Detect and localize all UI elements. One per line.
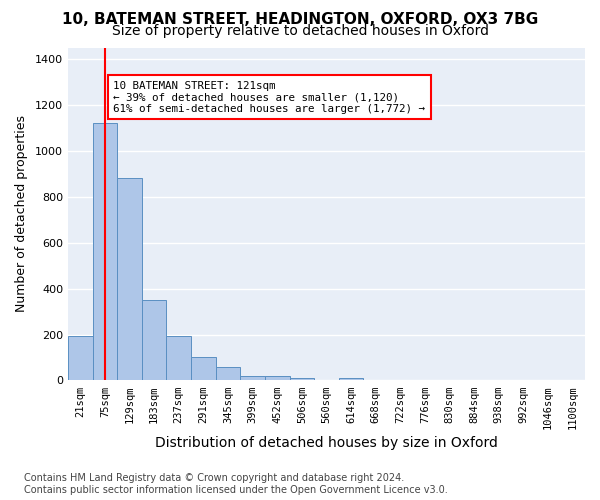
- Bar: [339, 378, 364, 380]
- Bar: [142, 300, 166, 380]
- Bar: [68, 336, 92, 380]
- Bar: [191, 357, 215, 380]
- Text: Size of property relative to detached houses in Oxford: Size of property relative to detached ho…: [112, 24, 488, 38]
- Y-axis label: Number of detached properties: Number of detached properties: [15, 116, 28, 312]
- X-axis label: Distribution of detached houses by size in Oxford: Distribution of detached houses by size …: [155, 436, 498, 450]
- Text: Contains HM Land Registry data © Crown copyright and database right 2024.
Contai: Contains HM Land Registry data © Crown c…: [24, 474, 448, 495]
- Bar: [92, 124, 117, 380]
- Bar: [290, 378, 314, 380]
- Bar: [215, 368, 240, 380]
- Bar: [117, 178, 142, 380]
- Bar: [265, 376, 290, 380]
- Text: 10, BATEMAN STREET, HEADINGTON, OXFORD, OX3 7BG: 10, BATEMAN STREET, HEADINGTON, OXFORD, …: [62, 12, 538, 28]
- Text: 10 BATEMAN STREET: 121sqm
← 39% of detached houses are smaller (1,120)
61% of se: 10 BATEMAN STREET: 121sqm ← 39% of detac…: [113, 81, 425, 114]
- Bar: [166, 336, 191, 380]
- Bar: [240, 376, 265, 380]
